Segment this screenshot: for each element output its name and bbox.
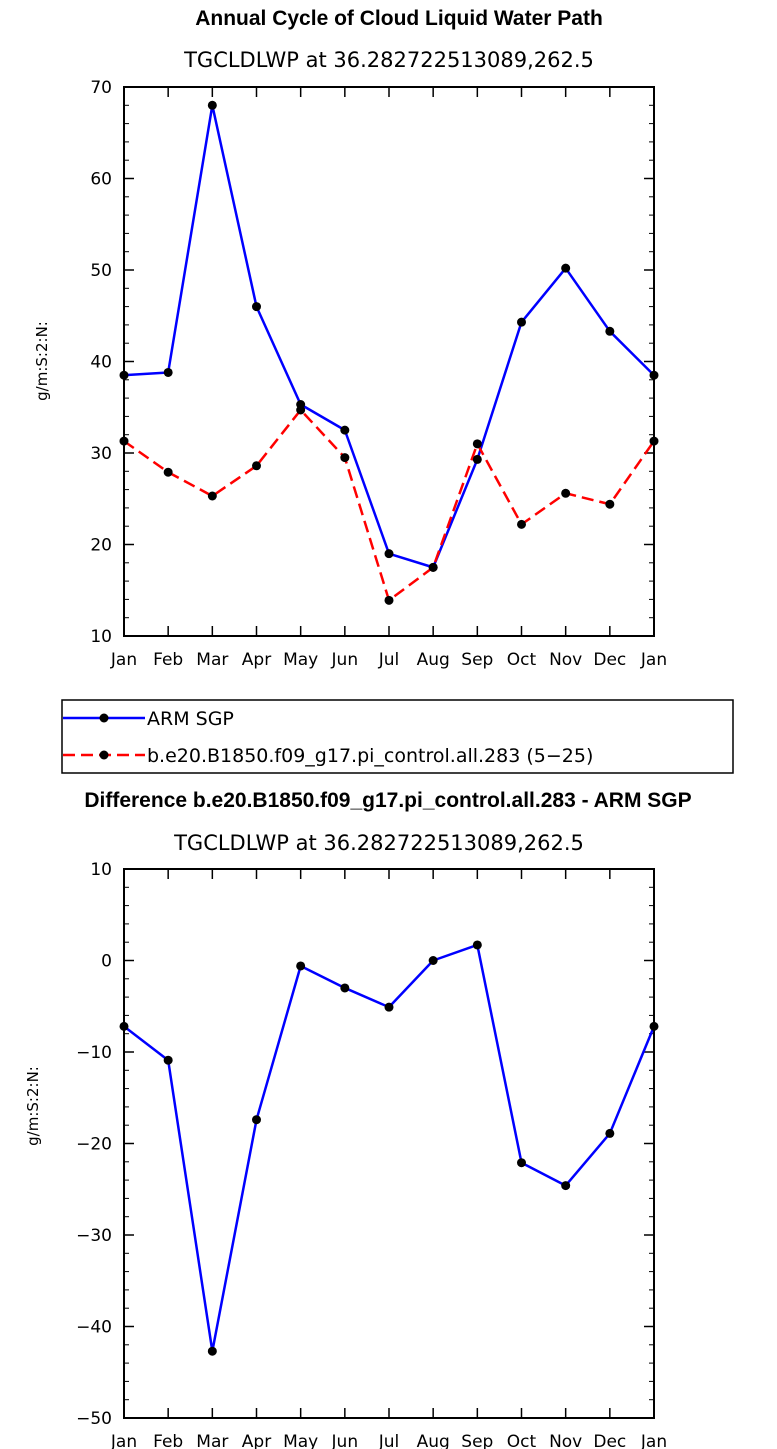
chart1-series-1-point xyxy=(428,562,438,572)
chart2-plot: −50 −40 −30 −20 −10 0 10 Jan Feb Mar Apr May Jun Jul A… xyxy=(76,860,667,1449)
chart1-ytick-label: 20 xyxy=(90,536,112,556)
chart1-xtick-label: Nov xyxy=(549,650,582,670)
chart2-series-0-point xyxy=(428,956,438,965)
chart2-series-0-point xyxy=(517,1158,526,1168)
chart2-ytick-label: −50 xyxy=(76,1409,112,1429)
legend-label-model: b.e20.B1850.f09_g17.pi_control.all.283 (… xyxy=(147,745,593,767)
chart2-xtick-label: Apr xyxy=(242,1432,271,1449)
chart1-xtick-label: May xyxy=(283,650,318,670)
chart1-series-1-point xyxy=(561,488,571,498)
chart2-xtick-label: Aug xyxy=(417,1432,450,1449)
chart2-xtick-label: Dec xyxy=(593,1432,626,1449)
chart1-xtick-label: Jun xyxy=(331,650,359,670)
chart1-xtick-label: Sep xyxy=(461,650,493,670)
legend-marker-arm xyxy=(99,713,109,723)
chart2-ytick-label: −30 xyxy=(76,1226,112,1246)
chart2-series-0-point xyxy=(252,1115,261,1125)
chart1-xtick-label: Mar xyxy=(196,650,228,670)
chart1-series-0-point xyxy=(649,370,659,380)
chart1-title: Annual Cycle of Cloud Liquid Water Path xyxy=(195,7,603,30)
chart1-series-0-point xyxy=(207,100,217,110)
chart2-series-0-point xyxy=(163,1055,173,1065)
chart2-series-0-point xyxy=(472,940,482,950)
chart1-xtick-label: Jan xyxy=(110,650,137,670)
chart2-ytick-label: −20 xyxy=(76,1135,112,1155)
chart2-ytick-label: −40 xyxy=(76,1318,112,1338)
chart1-ytick-label: 60 xyxy=(90,170,112,190)
chart2-xtick-label: Jan xyxy=(110,1432,137,1449)
legend: ARM SGP b.e20.B1850.f09_g17.pi_control.a… xyxy=(61,699,734,774)
chart1-xtick-label: Oct xyxy=(507,650,537,670)
chart1-ytick-label: 10 xyxy=(90,627,112,647)
chart1-series-0-point xyxy=(252,302,261,312)
chart1-series-0-point xyxy=(605,326,615,336)
chart1-series-1-point xyxy=(340,453,350,463)
chart1-series-1-point xyxy=(649,436,659,446)
chart1-series-1-point xyxy=(472,439,482,449)
legend-box xyxy=(61,699,734,774)
chart1-series-0-point xyxy=(517,317,526,327)
chart2-ytick-label: −10 xyxy=(76,1043,112,1063)
chart1-xtick-label: Apr xyxy=(242,650,271,670)
chart1-ytick-label: 50 xyxy=(90,261,112,281)
chart2-series-0-point xyxy=(605,1128,615,1138)
chart1-series-0-point xyxy=(163,367,173,377)
chart2-xtick-label: Sep xyxy=(461,1432,493,1449)
chart1-ytick-label: 30 xyxy=(90,444,112,464)
chart2-series-0-point xyxy=(340,983,350,993)
chart1-series-1-point xyxy=(252,461,261,471)
chart1-series-1-point xyxy=(296,405,306,415)
chart2-xtick-label: Jul xyxy=(378,1432,400,1449)
chart1-ytick-label: 70 xyxy=(90,78,112,98)
legend-marker-model xyxy=(99,750,109,760)
chart2-xtick-label: Feb xyxy=(153,1432,183,1449)
chart1-series-0-point xyxy=(119,370,129,380)
chart2-xtick-label: Oct xyxy=(507,1432,537,1449)
chart1-ylabel: g/m:S:2:N: xyxy=(33,321,51,401)
chart2-series-0-point xyxy=(384,1002,394,1012)
chart2-ytick-label: 0 xyxy=(101,952,112,972)
chart1-series-0-line xyxy=(123,104,655,569)
chart1-ytick-label: 40 xyxy=(90,353,112,373)
chart1-subtitle: TGCLDLWP at 36.282722513089,262.5 xyxy=(183,48,594,72)
chart2-xtick-label: Jan xyxy=(640,1432,667,1449)
chart1-series-1-point xyxy=(163,467,173,477)
chart1-series-1-point xyxy=(605,499,615,509)
chart1-xtick-label: Jan xyxy=(640,650,667,670)
legend-label-arm: ARM SGP xyxy=(147,708,234,730)
chart2-series-0-point xyxy=(561,1181,571,1191)
chart1-series-1-point xyxy=(119,436,129,446)
chart1-series-1-point xyxy=(384,595,394,605)
chart1-xtick-label: Aug xyxy=(417,650,450,670)
chart2-series-0-point xyxy=(296,961,306,971)
chart1-series-0-point xyxy=(472,454,482,464)
chart1-xtick-label: Jul xyxy=(378,650,400,670)
chart1-series-1-point xyxy=(207,491,217,501)
chart1-series-1-point xyxy=(517,519,526,529)
chart2-xtick-label: Nov xyxy=(549,1432,582,1449)
chart1-series-0-point xyxy=(384,549,394,559)
chart2-title: Difference b.e20.B1850.f09_g17.pi_contro… xyxy=(84,789,691,812)
chart2-xtick-label: Jun xyxy=(331,1432,359,1449)
chart2-xtick-label: Mar xyxy=(196,1432,228,1449)
chart2-frame xyxy=(123,868,655,1419)
chart2-series-0-point xyxy=(207,1346,217,1356)
chart2-xtick-label: May xyxy=(283,1432,318,1449)
chart2-ylabel: g/m:S:2:N: xyxy=(24,1066,42,1146)
chart2-series-0-point xyxy=(119,1021,129,1031)
chart1-series-0-point xyxy=(340,425,350,435)
chart2-subtitle: TGCLDLWP at 36.282722513089,262.5 xyxy=(173,831,584,855)
chart1-plot: 10 20 30 40 50 60 70 Jan Feb Mar Apr May Jun Jul Aug Se… xyxy=(90,78,667,670)
chart2-series-0-point xyxy=(649,1021,659,1031)
chart1-series-1-line xyxy=(123,408,656,602)
chart1-xtick-label: Feb xyxy=(153,650,183,670)
chart1-series-0-point xyxy=(561,263,571,273)
chart1-xtick-label: Dec xyxy=(593,650,626,670)
chart2-ytick-label: 10 xyxy=(90,860,112,880)
